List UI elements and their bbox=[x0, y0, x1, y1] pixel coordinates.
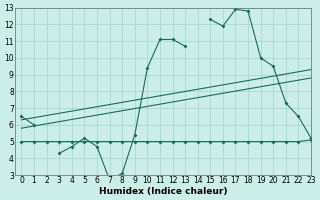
X-axis label: Humidex (Indice chaleur): Humidex (Indice chaleur) bbox=[99, 187, 227, 196]
